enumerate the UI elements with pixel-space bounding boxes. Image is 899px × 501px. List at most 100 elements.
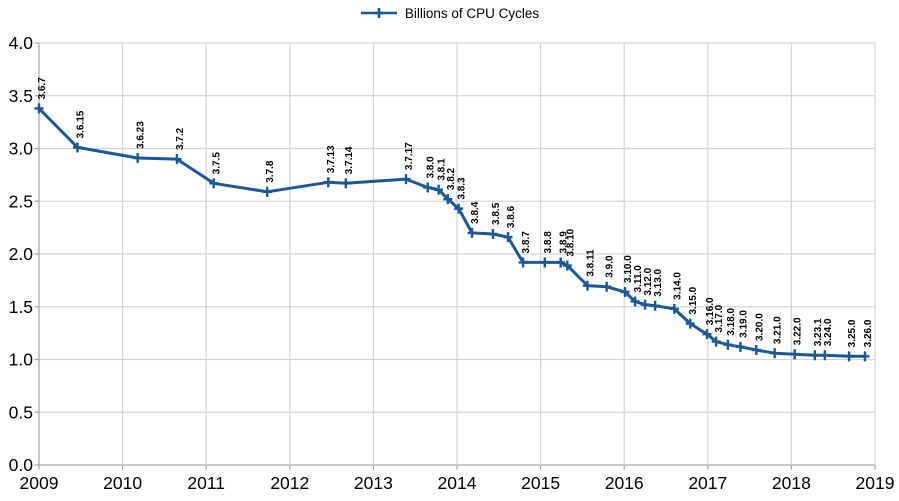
data-point-label: 3.7.5 [212, 152, 223, 175]
data-point-marker [620, 286, 630, 297]
data-point-label: 3.8.0 [426, 156, 437, 179]
data-point-marker [810, 350, 820, 361]
data-point-label: 3.7.14 [344, 146, 355, 174]
x-axis-tick-label: 2014 [438, 473, 477, 493]
data-point-marker [72, 142, 82, 153]
data-point-label: 3.6.7 [37, 77, 48, 100]
data-point-marker [770, 348, 780, 359]
y-axis-tick-label: 1.0 [9, 350, 34, 370]
data-point-marker [341, 178, 351, 189]
data-point-marker [467, 227, 477, 238]
y-axis-tick-label: 4.0 [9, 33, 34, 53]
data-point-label: 3.8.5 [491, 202, 502, 225]
data-point-marker [454, 203, 464, 214]
data-point-label: 3.7.2 [175, 127, 186, 150]
data-point-marker [735, 341, 745, 352]
data-point-label: 3.18.0 [726, 307, 737, 335]
data-point-label: 3.8.2 [446, 167, 457, 190]
data-point-label: 3.8.7 [521, 231, 532, 254]
x-axis-tick-label: 2015 [521, 473, 560, 493]
data-point-marker [34, 103, 44, 114]
data-point-label: 3.8.1 [437, 158, 448, 181]
data-point-marker [562, 260, 572, 271]
data-point-marker [790, 349, 800, 360]
data-point-marker [844, 351, 854, 362]
data-point-label: 3.8.4 [470, 201, 481, 224]
data-point-label: 3.8.3 [457, 177, 468, 200]
data-point-marker [133, 152, 143, 163]
data-point-label: 3.6.15 [75, 110, 86, 138]
data-point-label: 3.8.11 [585, 249, 596, 277]
data-point-label: 3.11.0 [633, 265, 644, 293]
x-axis-tick-label: 2013 [354, 473, 393, 493]
data-point-label: 3.8.9 [559, 231, 570, 254]
data-point-label: 3.22.0 [793, 317, 804, 345]
data-point-marker [434, 184, 444, 195]
data-point-marker [401, 174, 411, 185]
data-point-label: 3.17.0 [714, 304, 725, 332]
y-axis-tick-label: 0.5 [9, 402, 33, 422]
x-axis-tick-label: 2012 [270, 473, 309, 493]
x-axis-tick-label: 2010 [103, 473, 142, 493]
data-point-marker [685, 318, 695, 329]
data-point-marker [556, 257, 566, 268]
data-point-label: 3.14.0 [672, 272, 683, 300]
data-point-label: 3.15.0 [688, 286, 699, 314]
data-point-label: 3.16.0 [705, 297, 716, 325]
data-point-label: 3.10.0 [623, 255, 634, 283]
data-point-marker [540, 257, 550, 268]
data-point-marker [640, 299, 650, 310]
y-axis-tick-label: 2.0 [9, 244, 34, 264]
data-point-marker [723, 339, 733, 350]
data-point-marker [423, 182, 433, 193]
data-point-label: 3.9.0 [605, 255, 616, 278]
data-point-marker [209, 178, 219, 189]
x-axis-tick-label: 2017 [688, 473, 727, 493]
data-point-marker [488, 228, 498, 239]
data-point-label: 3.13.0 [653, 268, 664, 296]
data-point-label: 3.8.10 [565, 228, 576, 256]
data-point-marker [630, 296, 640, 307]
data-point-marker [602, 281, 612, 292]
data-point-marker [702, 329, 712, 340]
data-point-marker [751, 345, 761, 356]
data-point-label: 3.8.6 [506, 205, 517, 228]
data-point-label: 3.21.0 [773, 316, 784, 344]
x-axis-tick-label: 2016 [605, 473, 644, 493]
y-axis-tick-label: 2.5 [9, 191, 33, 211]
data-point-marker [518, 257, 528, 268]
data-point-marker [503, 232, 513, 243]
data-point-label: 3.25.0 [847, 319, 858, 347]
data-point-marker [443, 194, 453, 205]
y-axis-tick-label: 1.5 [9, 297, 33, 317]
data-point-marker [582, 280, 592, 291]
data-point-label: 3.26.0 [863, 319, 874, 347]
data-point-marker [262, 186, 272, 197]
y-axis-tick-label: 3.0 [9, 139, 34, 159]
data-point-marker [669, 303, 679, 314]
y-axis-tick-label: 0.0 [9, 455, 34, 475]
data-point-label: 3.6.23 [136, 121, 147, 149]
data-point-label: 3.7.17 [404, 142, 415, 170]
data-point-marker [172, 154, 182, 165]
data-point-marker [650, 300, 660, 311]
data-point-label: 3.7.13 [326, 145, 337, 173]
data-point-label: 3.23.1 [813, 318, 824, 346]
data-point-marker [820, 350, 830, 361]
data-point-label: 3.20.0 [754, 313, 765, 341]
x-axis-tick-label: 2009 [20, 473, 59, 493]
data-point-label: 3.24.0 [823, 318, 834, 346]
x-axis-tick-label: 2019 [856, 473, 895, 493]
data-point-marker [323, 177, 333, 188]
x-axis-tick-label: 2018 [772, 473, 811, 493]
data-point-label: 3.7.8 [265, 160, 276, 183]
data-point-label: 3.8.8 [543, 231, 554, 254]
data-point-label: 3.19.0 [738, 310, 749, 338]
data-point-label: 3.12.0 [643, 267, 654, 295]
data-point-marker [860, 351, 870, 362]
x-axis-tick-label: 2011 [187, 473, 225, 493]
y-axis-tick-label: 3.5 [9, 86, 33, 106]
data-point-marker [711, 336, 721, 347]
